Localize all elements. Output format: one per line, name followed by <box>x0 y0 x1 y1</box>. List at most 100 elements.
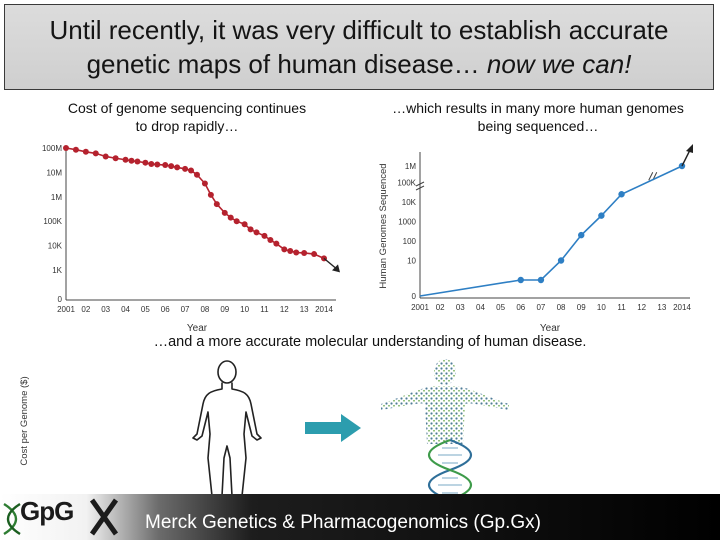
cost-data-point <box>293 249 300 256</box>
cost-data-point <box>227 214 234 221</box>
cost-data-point <box>148 161 155 168</box>
cost-x-tick-label: 12 <box>280 305 289 314</box>
gpg-logo-icon <box>3 498 119 536</box>
cost-trend-arrow-shaft <box>323 257 337 269</box>
genomes-data-point <box>557 257 565 264</box>
genomes-y-axis-break <box>415 185 425 191</box>
cost-x-tick-label: 08 <box>200 305 209 314</box>
cost-data-point <box>122 156 129 163</box>
cost-data-point <box>267 236 274 243</box>
cost-data-point <box>128 157 135 164</box>
genomes-x-tick-label: 2001 <box>411 303 429 312</box>
cost-data-point <box>174 164 181 171</box>
cost-y-tick-label: 10K <box>48 242 63 251</box>
cost-y-tick-label: 100K <box>43 217 62 226</box>
genomes-y-tick-label: 0 <box>412 292 417 301</box>
cost-x-tick-label: 02 <box>81 305 90 314</box>
cost-chart: Cost per Genome ($) Year 100M10M1M100K10… <box>19 144 340 466</box>
genomes-data-point <box>618 191 625 198</box>
cost-x-tick-label: 04 <box>121 305 130 314</box>
genomes-x-tick-label: 11 <box>617 303 626 312</box>
genomes-y-tick-label: 10 <box>407 257 416 266</box>
cost-y-tick-label: 0 <box>58 295 63 304</box>
genomes-series-line <box>419 165 683 297</box>
cost-x-tick-label: 05 <box>141 305 150 314</box>
cost-data-point <box>253 229 260 236</box>
cost-data-point <box>233 218 240 225</box>
cost-axes <box>65 148 336 301</box>
dna-helix-icon <box>428 438 472 502</box>
cost-x-tick-label: 10 <box>240 305 249 314</box>
arrow-right-icon <box>305 414 361 442</box>
genomes-y-tick-label: 100 <box>403 237 417 246</box>
cost-data-point <box>154 161 161 168</box>
cost-data-point <box>82 148 89 155</box>
genomes-x-tick-label: 12 <box>637 303 646 312</box>
genomes-caption: …which results in many more human genome… <box>392 100 684 134</box>
human-outline-icon <box>192 360 262 497</box>
cost-series <box>63 145 340 273</box>
genomes-x-tick-label: 2014 <box>673 303 691 312</box>
genomes-x-tick-label: 07 <box>536 303 545 312</box>
genomes-x-tick-label: 08 <box>557 303 566 312</box>
cost-data-point <box>72 146 79 153</box>
footer-text: Merck Genetics & Pharmacogenomics (Gp.Gx… <box>145 512 541 533</box>
cost-x-tick-label: 09 <box>220 305 229 314</box>
title-line-2-plain: genetic maps of human disease… <box>86 49 487 79</box>
cost-data-point <box>182 165 189 172</box>
bottom-caption: …and a more accurate molecular understan… <box>153 334 587 350</box>
genomes-y-axis-title: Human Genomes Sequenced <box>378 163 389 288</box>
title-line-2: genetic maps of human disease… now we ca… <box>87 47 632 81</box>
cost-data-point <box>142 159 149 166</box>
cost-y-tick-label: 1M <box>51 193 62 202</box>
cost-x-tick-label: 13 <box>300 305 309 314</box>
cost-data-point <box>241 221 248 228</box>
cost-data-point <box>201 180 208 187</box>
genomes-data-point <box>578 231 585 239</box>
footer-bar <box>0 494 720 540</box>
cost-data-point <box>162 162 169 169</box>
genomes-data-point <box>598 212 605 219</box>
genomes-x-tick-label: 09 <box>577 303 586 312</box>
cost-data-point <box>168 163 175 170</box>
cost-x-tick-label: 07 <box>181 305 190 314</box>
genomes-x-tick-label: 13 <box>657 303 666 312</box>
cost-caption: Cost of genome sequencing continues to d… <box>67 100 307 134</box>
cost-x-tick-label: 2014 <box>315 305 333 314</box>
cost-y-axis-title: Cost per Genome ($) <box>19 376 30 465</box>
cost-data-point <box>92 150 99 157</box>
genomes-series <box>419 144 693 297</box>
cost-data-point <box>261 232 268 239</box>
molecular-human-figure-icon <box>381 359 509 444</box>
genomes-chart: Human Genomes Sequenced Year 1M 100K 10K 10… <box>378 144 693 334</box>
genomes-data-point <box>678 162 686 170</box>
cost-trend-arrow-head <box>332 264 340 273</box>
cost-data-point <box>207 191 214 198</box>
cost-x-tick-label: 2001 <box>57 305 75 314</box>
gpg-logo-text: GpG <box>20 496 74 526</box>
cost-data-point <box>102 153 109 160</box>
cost-y-tick-label: 1K <box>52 266 62 275</box>
cost-data-point <box>273 240 280 247</box>
cost-data-point <box>247 226 254 233</box>
cost-data-point <box>221 209 228 216</box>
cost-x-tick-label: 11 <box>260 305 269 314</box>
genomes-x-tick-label: 04 <box>476 303 485 312</box>
genomes-x-tick-label: 06 <box>516 303 525 312</box>
cost-x-tick-label: 03 <box>101 305 110 314</box>
genomes-y-tick-label: 1000 <box>398 218 416 227</box>
genomes-x-tick-label: 02 <box>436 303 445 312</box>
genomes-trend-arrow-head <box>686 144 693 153</box>
genomes-trend-arrow-shaft <box>681 149 691 167</box>
genomes-y-tick-label: 100K <box>397 179 416 188</box>
genomes-series-break <box>648 172 654 181</box>
genomes-y-axis-break <box>415 181 425 187</box>
cost-data-point <box>301 249 308 256</box>
cost-x-tick-label: 06 <box>161 305 170 314</box>
cost-data-point <box>281 246 288 253</box>
genomes-x-tick-label: 03 <box>456 303 465 312</box>
cost-data-point <box>287 248 294 255</box>
genomes-data-point <box>517 276 524 284</box>
cost-data-point <box>134 158 141 165</box>
